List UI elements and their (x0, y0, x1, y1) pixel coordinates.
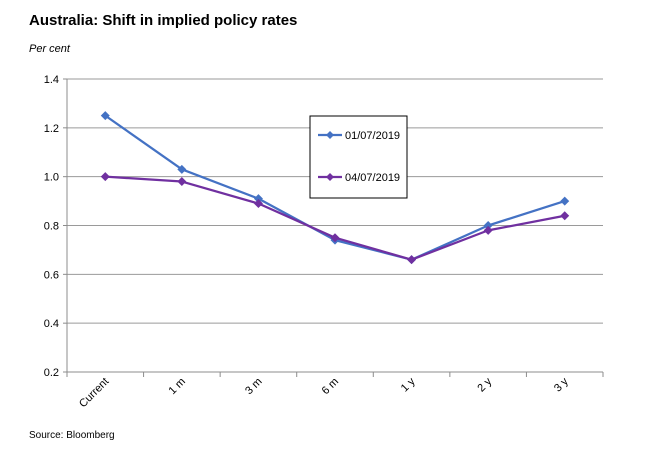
x-tick-label: 6 m (320, 376, 341, 397)
y-tick-label: 0.6 (44, 269, 59, 281)
data-point (330, 233, 340, 243)
legend-marker (326, 173, 334, 181)
legend-box (309, 115, 408, 199)
y-tick-label: 1.4 (44, 74, 59, 86)
source-note: Source: Bloomberg (29, 430, 115, 441)
x-tick-label: 1 y (399, 375, 418, 394)
x-tick-label: 3 m (243, 376, 264, 397)
data-point (100, 172, 110, 182)
legend-label: 04/07/2019 (345, 172, 400, 184)
data-point (253, 194, 263, 204)
y-tick-label: 0.4 (44, 318, 59, 330)
y-tick-labels: 0.2 0.4 0.6 0.8 1.0 1.2 1.4 (44, 74, 59, 379)
y-tick-label: 0.2 (44, 367, 59, 379)
series-group (100, 111, 570, 265)
data-point (483, 221, 493, 230)
x-tick-label: 3 y (552, 375, 571, 394)
data-point (560, 196, 570, 206)
y-tick-label: 0.8 (44, 221, 59, 233)
legend: 01/07/2019 04/07/2019 (309, 115, 408, 199)
data-point (177, 164, 187, 174)
chart-title: Australia: Shift in implied policy rates (29, 12, 298, 29)
data-point (177, 177, 187, 187)
x-tick-label: 1 m (167, 376, 188, 397)
data-point (253, 199, 263, 209)
x-tick-label: Current (77, 376, 111, 410)
data-point (407, 255, 417, 265)
data-point (483, 225, 493, 235)
x-tick-label: 2 y (475, 375, 494, 394)
data-point (100, 111, 110, 121)
y-unit-label: Per cent (29, 43, 70, 55)
axes (63, 78, 604, 377)
data-point (560, 211, 570, 221)
y-tick-label: 1.0 (44, 172, 59, 184)
x-tick-labels: Current 1 m 3 m 6 m 1 y 2 y 3 y (77, 375, 571, 410)
legend-marker (326, 131, 334, 139)
y-tick-label: 1.2 (44, 123, 59, 135)
legend-label: 01/07/2019 (345, 130, 400, 142)
